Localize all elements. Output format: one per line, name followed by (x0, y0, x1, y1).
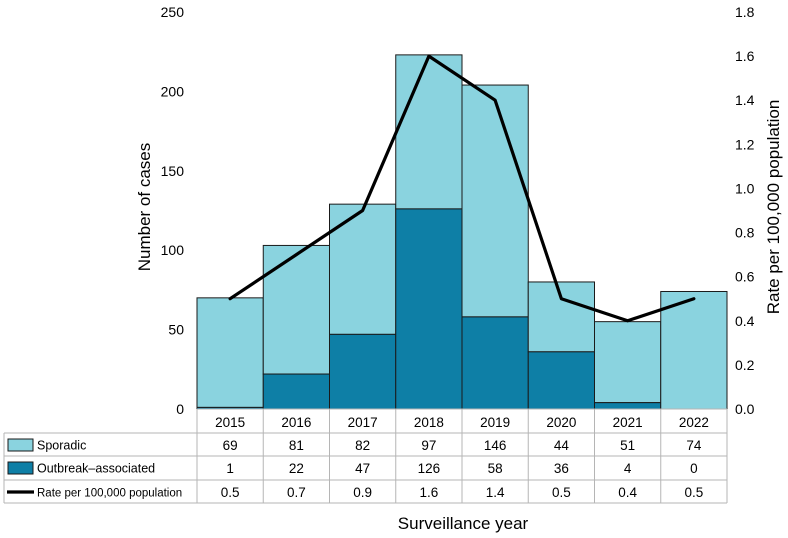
y-tick-label: 150 (161, 163, 185, 179)
y2-tick-label: 1.4 (735, 92, 755, 108)
table-cell: 82 (355, 438, 370, 453)
table-cell: 0.9 (353, 485, 372, 500)
x-tick-label: 2016 (281, 415, 311, 430)
y2-axis-title: Rate per 100,000 population (764, 100, 783, 315)
bar-sporadic-2021 (594, 321, 662, 404)
data-table: 2015 2016 2017 2018 2019 2020 2021 2022 Sporadic… (3, 408, 728, 504)
rate-line-layer (228, 54, 696, 323)
x-tick-label: 2019 (480, 415, 510, 430)
legend-swatch-sporadic (7, 438, 34, 452)
table-cell: 44 (554, 438, 570, 453)
bar-sporadic-2017 (329, 203, 397, 335)
y2-tick-label: 0.2 (735, 357, 755, 373)
table-row-label: Outbreak–associated (37, 462, 155, 476)
bar-sporadic-2020 (527, 281, 595, 353)
y2-tick-label: 0.8 (735, 225, 755, 241)
table-cell: 69 (223, 438, 238, 453)
bar-sporadic-2022 (660, 290, 728, 410)
x-tick-label: 2017 (348, 415, 378, 430)
bar-sporadic-2019 (461, 84, 529, 318)
bar-outbreak-2016 (262, 373, 330, 410)
table-row-label: Rate per 100,000 population (37, 488, 182, 500)
bar-sporadic-2015 (196, 297, 264, 408)
y2-tick-label: 1.2 (735, 136, 755, 152)
table-cell: 146 (484, 438, 507, 453)
bar-sporadic-2018 (395, 54, 463, 210)
x-tick-label: 2022 (679, 415, 709, 430)
right-axis: 0.0 0.2 0.4 0.6 0.8 1.0 1.2 1.4 1.6 1.8 (735, 4, 755, 417)
table-cell: 74 (686, 438, 702, 453)
bar-outbreak-2021 (594, 402, 662, 410)
table-cell: 1 (226, 461, 234, 476)
y2-tick-label: 1.8 (735, 4, 755, 20)
x-tick-label: 2020 (546, 415, 576, 430)
y2-tick-label: 0.4 (735, 313, 755, 329)
table-cell: 0.7 (287, 485, 306, 500)
table-cell: 1.6 (419, 485, 438, 500)
table-cell: 1.4 (486, 485, 505, 500)
table-cell: 81 (289, 438, 304, 453)
table-cell: 22 (289, 461, 304, 476)
table-cell: 4 (624, 461, 632, 476)
table-cell: 0 (690, 461, 698, 476)
y2-tick-label: 1.0 (735, 180, 755, 196)
y-tick-label: 200 (161, 83, 185, 99)
bars-layer (196, 54, 728, 410)
left-axis: 0 50 100 150 200 250 (161, 4, 185, 417)
table-cell: 97 (421, 438, 436, 453)
y-tick-label: 100 (161, 242, 185, 258)
rate-line (228, 54, 696, 323)
y-tick-label: 250 (161, 4, 185, 20)
table-cell: 0.4 (618, 485, 637, 500)
y-tick-label: 0 (176, 401, 184, 417)
bar-outbreak-2019 (461, 316, 529, 410)
bar-outbreak-2020 (527, 351, 595, 410)
table-cell: 51 (620, 438, 635, 453)
bar-sporadic-2016 (262, 244, 330, 375)
y2-tick-label: 0.0 (735, 401, 755, 417)
bar-outbreak-2018 (395, 208, 463, 410)
x-tick-label: 2018 (414, 415, 444, 430)
table-cell: 58 (488, 461, 503, 476)
y-tick-label: 50 (168, 322, 184, 338)
legend-swatch-outbreak (7, 461, 34, 475)
x-tick-label: 2021 (613, 415, 643, 430)
x-axis-title: Surveillance year (398, 514, 529, 533)
y2-tick-label: 0.6 (735, 269, 755, 285)
x-tick-label: 2015 (215, 415, 245, 430)
table-cell: 47 (355, 461, 370, 476)
table-cell: 0.5 (221, 485, 240, 500)
table-cell: 0.5 (552, 485, 571, 500)
table-cell: 36 (554, 461, 569, 476)
table-cell: 126 (418, 461, 441, 476)
table-cell: 0.5 (684, 485, 703, 500)
table-row-label: Sporadic (37, 439, 86, 453)
bar-outbreak-2017 (329, 333, 397, 410)
y-axis-title: Number of cases (135, 143, 154, 272)
y2-tick-label: 1.6 (735, 48, 755, 64)
